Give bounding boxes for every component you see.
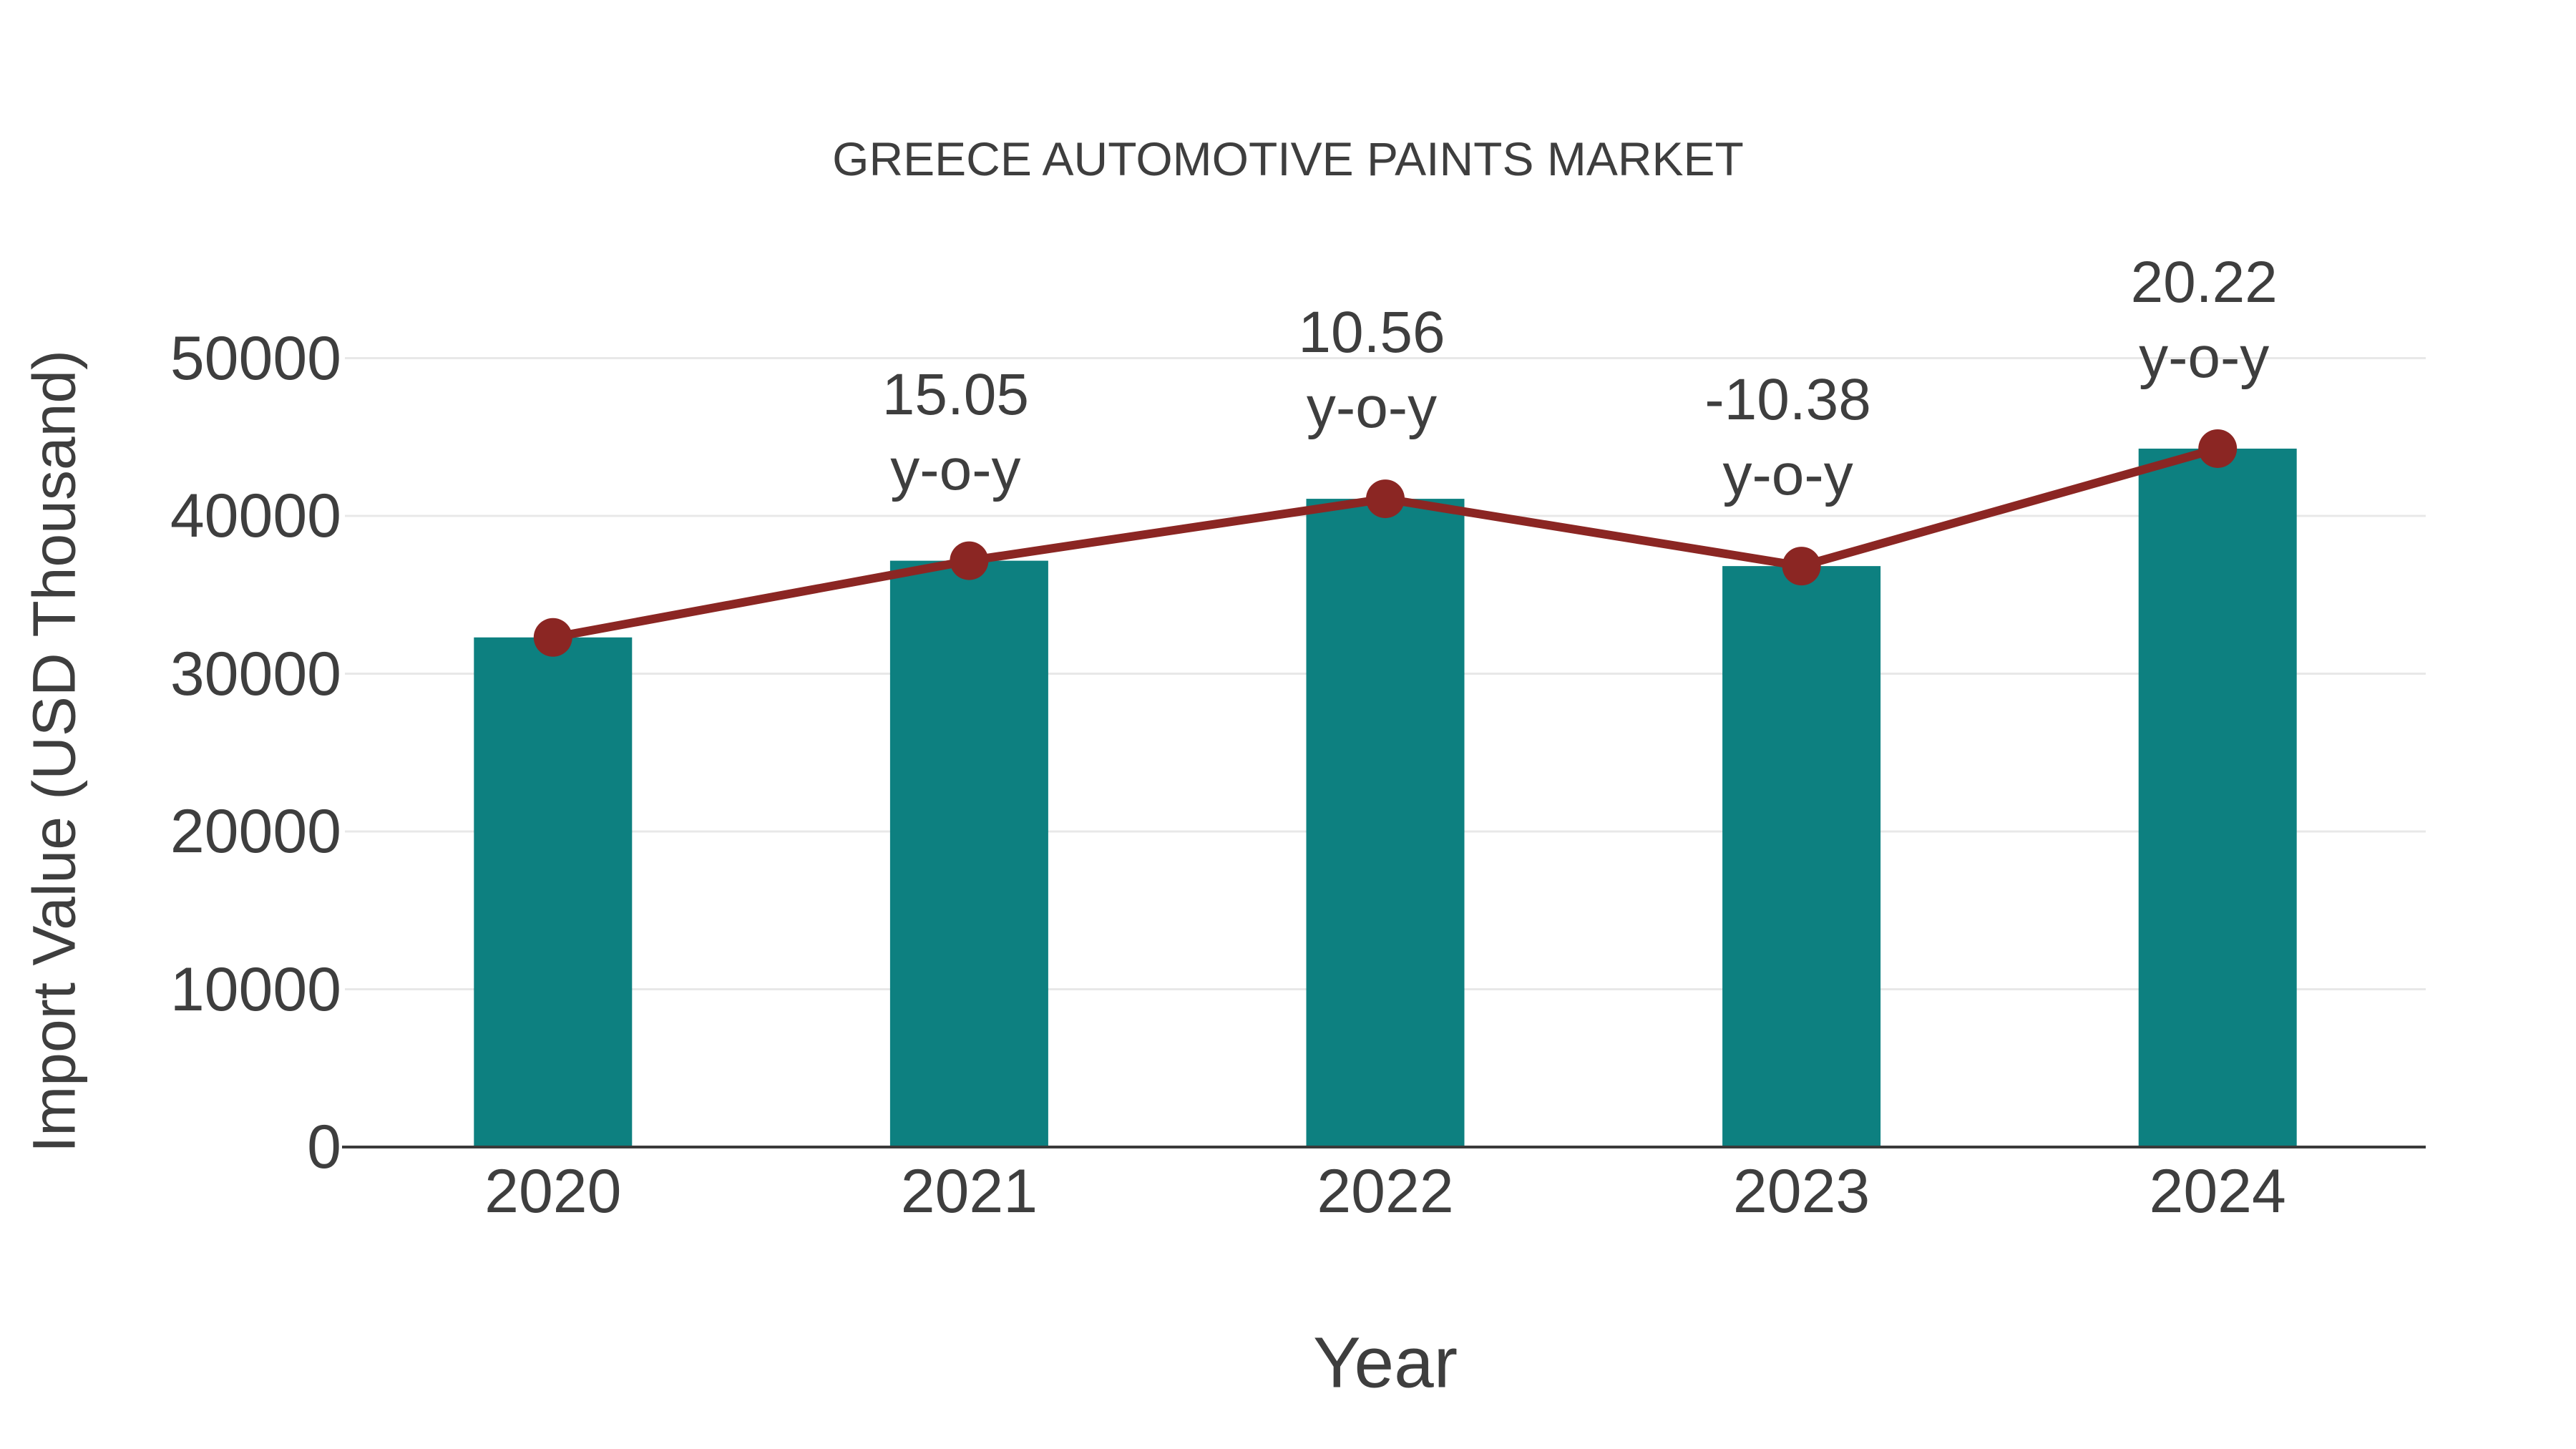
annotation-value: 20.22 bbox=[2130, 249, 2278, 315]
trend-marker-2024 bbox=[2198, 429, 2238, 468]
annotation-value: -10.38 bbox=[1704, 367, 1871, 433]
y-tick-label-50000: 50000 bbox=[170, 323, 341, 393]
annotation-2022: 10.56 y-o-y bbox=[1150, 295, 1594, 445]
bar-2020 bbox=[474, 637, 633, 1147]
y-tick-label-40000: 40000 bbox=[170, 482, 341, 550]
x-axis-title: Year bbox=[1312, 1322, 1458, 1403]
annotation-suffix: y-o-y bbox=[2139, 324, 2270, 390]
annotation-suffix: y-o-y bbox=[1306, 375, 1438, 441]
x-tick-label-2021: 2021 bbox=[900, 1157, 1038, 1226]
bar-2022 bbox=[1306, 499, 1465, 1147]
trend-marker-2022 bbox=[1366, 479, 1405, 519]
y-tick-label-20000: 20000 bbox=[170, 797, 341, 866]
y-tick-label-0: 0 bbox=[307, 1113, 341, 1181]
bar-2023 bbox=[1722, 566, 1881, 1147]
x-tick-label-2020: 2020 bbox=[484, 1157, 622, 1226]
annotation-value: 15.05 bbox=[882, 361, 1029, 427]
y-tick-label-30000: 30000 bbox=[170, 639, 341, 708]
annotation-2024: 20.22 y-o-y bbox=[1982, 245, 2426, 395]
annotation-2021: 15.05 y-o-y bbox=[733, 357, 1177, 507]
annotation-2023: -10.38 y-o-y bbox=[1566, 362, 2010, 512]
trend-marker-2023 bbox=[1782, 547, 1821, 586]
bar-2021 bbox=[889, 560, 1048, 1147]
y-axis-title: Import Value (USD Thousand) bbox=[20, 349, 88, 1153]
x-tick-label-2022: 2022 bbox=[1317, 1157, 1454, 1226]
chart-title: GREECE AUTOMOTIVE PAINTS MARKET bbox=[832, 132, 1744, 185]
annotation-suffix: y-o-y bbox=[890, 436, 1021, 502]
bar-2024 bbox=[2138, 448, 2297, 1147]
trend-marker-2021 bbox=[950, 541, 989, 580]
x-tick-label-2023: 2023 bbox=[1732, 1157, 1870, 1226]
y-tick-label-10000: 10000 bbox=[170, 955, 341, 1024]
annotation-value: 10.56 bbox=[1298, 300, 1445, 366]
annotation-suffix: y-o-y bbox=[1722, 442, 1853, 508]
x-tick-label-2024: 2024 bbox=[2149, 1157, 2286, 1226]
trend-marker-2020 bbox=[533, 618, 572, 657]
